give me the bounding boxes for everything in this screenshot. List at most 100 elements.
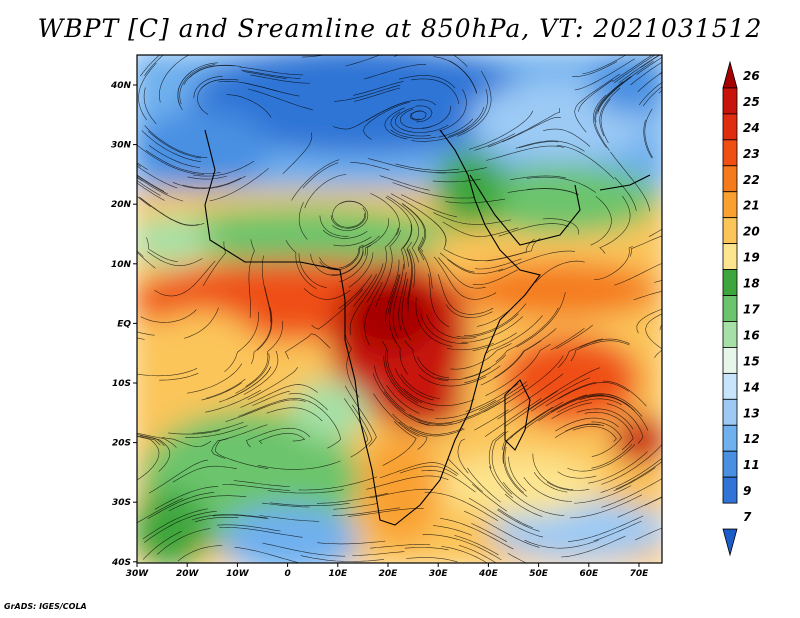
streamline	[386, 349, 423, 403]
streamline	[424, 491, 499, 522]
streamline	[140, 55, 160, 77]
streamline	[238, 398, 311, 417]
streamline	[578, 395, 649, 431]
streamline	[504, 446, 524, 494]
streamline	[576, 408, 634, 430]
streamline	[454, 535, 499, 556]
streamline	[201, 382, 242, 401]
streamlines	[137, 55, 662, 563]
streamline	[557, 398, 622, 413]
streamline	[399, 465, 457, 476]
streamline	[363, 101, 410, 140]
streamline	[285, 239, 317, 289]
colorbar-label: 9	[743, 484, 751, 498]
streamline	[332, 200, 366, 228]
streamline	[447, 458, 483, 493]
streamline	[654, 280, 662, 283]
streamline	[502, 481, 565, 516]
streamline	[558, 382, 629, 400]
lat-tick-label: 40N	[110, 81, 132, 91]
streamline	[472, 483, 508, 512]
streamline	[491, 430, 513, 495]
streamline	[349, 263, 384, 335]
streamline	[235, 353, 270, 394]
lat-tick-label: 20N	[111, 200, 132, 210]
colorbar-label: 12	[743, 432, 760, 446]
streamline	[370, 193, 400, 236]
colorbar-swatch	[722, 321, 738, 348]
streamline	[561, 535, 626, 558]
streamline	[395, 163, 460, 171]
lon-tick-label: 0	[284, 569, 290, 579]
streamline	[261, 255, 271, 323]
colorbar-swatch	[722, 295, 738, 322]
streamline	[551, 402, 593, 420]
colorbar-label: 11	[743, 458, 760, 472]
streamline	[392, 182, 475, 199]
streamline	[182, 177, 242, 189]
streamline	[391, 334, 408, 375]
streamline	[137, 435, 161, 446]
streamline	[479, 381, 528, 411]
streamline	[437, 274, 494, 315]
streamline	[523, 477, 572, 502]
streamline	[448, 60, 478, 94]
streamline	[137, 434, 165, 447]
streamline	[422, 534, 502, 561]
lon-tick-label: 20E	[379, 569, 399, 579]
streamline	[467, 467, 501, 503]
streamline	[545, 381, 597, 407]
streamline	[472, 332, 517, 351]
streamline	[157, 528, 211, 555]
streamline	[144, 55, 164, 76]
streamline	[486, 145, 565, 161]
streamline	[379, 462, 459, 479]
lon-tick-label: 20W	[176, 569, 200, 579]
streamline	[438, 257, 486, 289]
streamline	[420, 314, 468, 344]
streamline	[484, 238, 541, 262]
streamline	[404, 547, 449, 551]
streamline	[386, 385, 420, 414]
streamline	[392, 264, 404, 339]
streamline	[418, 374, 487, 387]
streamline	[240, 384, 318, 408]
streamline	[246, 427, 311, 448]
streamline	[401, 194, 457, 218]
colorbar-label: 24	[743, 121, 760, 135]
colorbar-label: 26	[743, 69, 760, 83]
lat-tick-label: EQ	[117, 319, 131, 329]
streamline	[636, 308, 662, 334]
streamline	[382, 341, 419, 404]
colorbar-label: 15	[743, 354, 760, 368]
colorbar-label: 18	[743, 277, 760, 291]
lon-tick-label: 30W	[126, 569, 150, 579]
streamline	[364, 218, 390, 256]
streamline	[205, 389, 261, 413]
streamline	[400, 224, 412, 270]
streamline	[137, 368, 198, 377]
streamline	[242, 71, 287, 79]
streamline	[142, 531, 182, 560]
colorbar-swatch	[722, 113, 738, 141]
streamline	[269, 502, 350, 506]
streamline	[258, 433, 306, 445]
streamline	[519, 141, 559, 149]
latitude-axis: 40N 30N 20N 10N EQ 10S 20S 30S 40S	[110, 81, 137, 568]
streamline	[353, 273, 377, 307]
lon-tick-label: 30E	[429, 569, 449, 579]
streamline	[177, 70, 193, 106]
streamline	[364, 281, 383, 346]
streamline	[550, 327, 585, 351]
streamline	[192, 160, 255, 177]
streamline	[634, 527, 662, 541]
streamline	[245, 320, 283, 387]
streamline	[399, 108, 431, 129]
streamline	[366, 227, 399, 303]
streamline	[446, 342, 495, 351]
streamline	[243, 350, 279, 395]
streamline	[300, 555, 385, 562]
streamline	[644, 108, 653, 158]
streamline	[527, 367, 600, 411]
streamline	[319, 215, 349, 237]
